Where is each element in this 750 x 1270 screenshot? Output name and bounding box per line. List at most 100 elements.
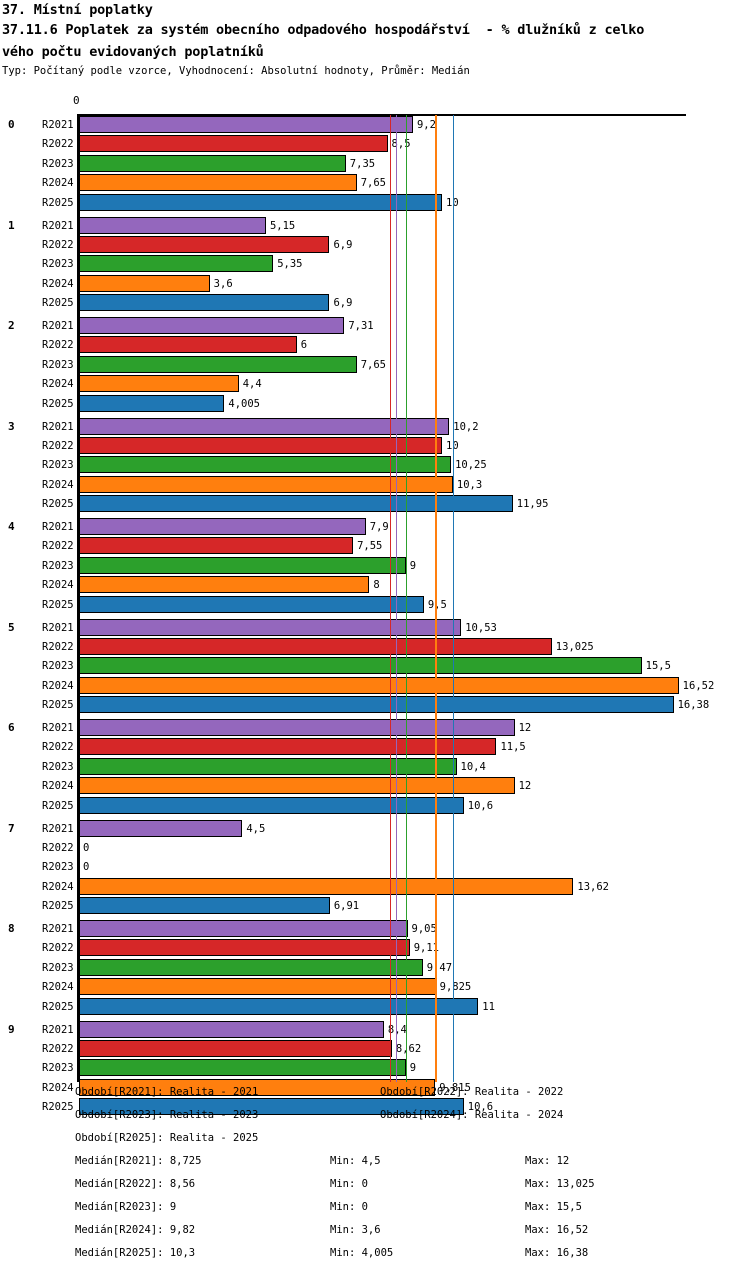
bar[interactable] <box>79 255 274 273</box>
bar-value-label: 10,53 <box>465 621 497 634</box>
bar-value-label: 6,9 <box>333 297 353 310</box>
bar-row-label: R2024 <box>42 378 74 391</box>
bar[interactable] <box>79 676 679 694</box>
stats-row: Medián[R2025]: 10,3 Min: 4,005 Max: 16,38 <box>0 1247 750 1270</box>
median-line-r2021 <box>395 115 397 1082</box>
group-number: 8 <box>8 922 15 935</box>
bar[interactable] <box>79 154 346 172</box>
bar[interactable] <box>79 116 413 133</box>
bar[interactable] <box>79 216 266 234</box>
bar-value-label: 7,31 <box>348 320 374 332</box>
bar-row-label: R2022 <box>42 640 74 653</box>
bar[interactable] <box>79 174 357 192</box>
bar-row-label: R2021 <box>42 1023 74 1036</box>
bar[interactable] <box>79 394 225 412</box>
bar-row-label: R2023 <box>42 1062 74 1075</box>
bar[interactable] <box>79 618 462 636</box>
bar[interactable] <box>79 518 366 535</box>
bar[interactable] <box>79 877 574 895</box>
bar[interactable] <box>79 417 450 435</box>
bar[interactable] <box>79 193 442 211</box>
bar-row-label: R2021 <box>42 420 74 433</box>
bar-value-label: 6 <box>300 339 308 352</box>
bar-row-label: R2022 <box>42 741 74 754</box>
bar-chart: 0 0 R2021 9,2 R2022 8,5 R2023 7,35 R2024 7,65 R20… <box>0 95 750 1116</box>
bar[interactable] <box>79 777 515 795</box>
bar[interactable] <box>79 1039 392 1057</box>
bar[interactable] <box>79 595 424 613</box>
bar-value-label: 8,4 <box>387 1023 407 1036</box>
group-number: 9 <box>8 1022 15 1036</box>
bar[interactable] <box>79 796 464 814</box>
bar[interactable] <box>79 958 423 976</box>
bar[interactable] <box>79 456 452 474</box>
bar[interactable] <box>79 939 410 957</box>
bar-value-label: 9,05 <box>411 923 437 935</box>
bar[interactable] <box>79 657 642 675</box>
bar[interactable] <box>79 537 354 555</box>
bar-row-label: R2021 <box>42 822 74 835</box>
bar[interactable] <box>79 1078 436 1096</box>
stat-max: Max: 16,38 <box>525 1247 589 1259</box>
median-line-r2023 <box>405 115 407 1082</box>
bar[interactable] <box>79 556 406 574</box>
bar[interactable] <box>79 274 210 292</box>
bar[interactable] <box>79 375 239 393</box>
bar[interactable] <box>79 920 408 937</box>
bar-value-label: 10 <box>446 440 459 452</box>
bar[interactable] <box>79 495 513 513</box>
bar-value-label: 10,25 <box>455 459 487 472</box>
bar[interactable] <box>79 719 515 736</box>
bar[interactable] <box>79 897 330 915</box>
bar-value-label: 13,62 <box>577 880 609 893</box>
bar-value-label: 10 <box>446 197 459 209</box>
stat-max: Max: 13,025 <box>525 1178 595 1190</box>
bar-row-label: R2024 <box>42 679 74 692</box>
bar-value-label: 10,2 <box>453 420 479 433</box>
bar-row-label: R2023 <box>42 760 74 773</box>
stat-min: Min: 4,5 <box>330 1155 381 1167</box>
median-line-r2022 <box>389 115 392 1082</box>
bar[interactable] <box>79 576 370 594</box>
bar-value-label: 7,65 <box>360 177 386 190</box>
bar[interactable] <box>79 355 357 373</box>
bar[interactable] <box>79 1098 464 1116</box>
bar[interactable] <box>79 235 330 253</box>
bar-row-label: R2022 <box>42 540 74 553</box>
bar-row-label: R2025 <box>42 598 74 611</box>
bar-row-label: R2023 <box>42 157 74 170</box>
bar[interactable] <box>79 738 497 756</box>
legend-row: Období[R2023]: Realita - 2023 Období[R202… <box>0 1109 750 1132</box>
bar-value-label: 4,4 <box>242 378 262 391</box>
bar[interactable] <box>79 1059 406 1077</box>
bar-value-label: 7,9 <box>369 521 389 533</box>
bar-row-label: R2023 <box>42 961 74 974</box>
bar[interactable] <box>79 757 457 775</box>
group-number: 5 <box>8 620 15 634</box>
bar-value-label: 10,6 <box>467 799 494 812</box>
bar[interactable] <box>79 317 345 334</box>
bar[interactable] <box>79 819 243 837</box>
bar-row-label: R2022 <box>42 841 74 854</box>
stats-row: Medián[R2023]: 9 Min: 0 Max: 15,5 <box>0 1201 750 1224</box>
legend-row: Období[R2025]: Realita - 2025 <box>0 1132 750 1155</box>
bar-value-label: 11,5 <box>500 741 526 754</box>
bar-value-label: 9,2 <box>416 119 436 131</box>
bar[interactable] <box>79 696 674 714</box>
bar[interactable] <box>79 1020 384 1038</box>
bar[interactable] <box>79 997 479 1015</box>
bar[interactable] <box>79 336 297 354</box>
bar[interactable] <box>79 978 436 996</box>
chart-top-rule <box>79 114 686 116</box>
bar[interactable] <box>79 436 442 454</box>
bar-value-label: 15,5 <box>645 660 671 673</box>
bar[interactable] <box>79 475 453 493</box>
bar[interactable] <box>79 294 330 312</box>
bar-value-label: 16,52 <box>682 679 715 692</box>
stat-median: Medián[R2021]: 8,725 <box>75 1155 202 1167</box>
bar[interactable] <box>79 135 388 153</box>
chart-meta-line: Typ: Počítaný podle vzorce, Vyhodnocení:… <box>2 65 470 77</box>
bar-row-label: R2025 <box>42 1000 74 1013</box>
bar[interactable] <box>79 637 552 655</box>
